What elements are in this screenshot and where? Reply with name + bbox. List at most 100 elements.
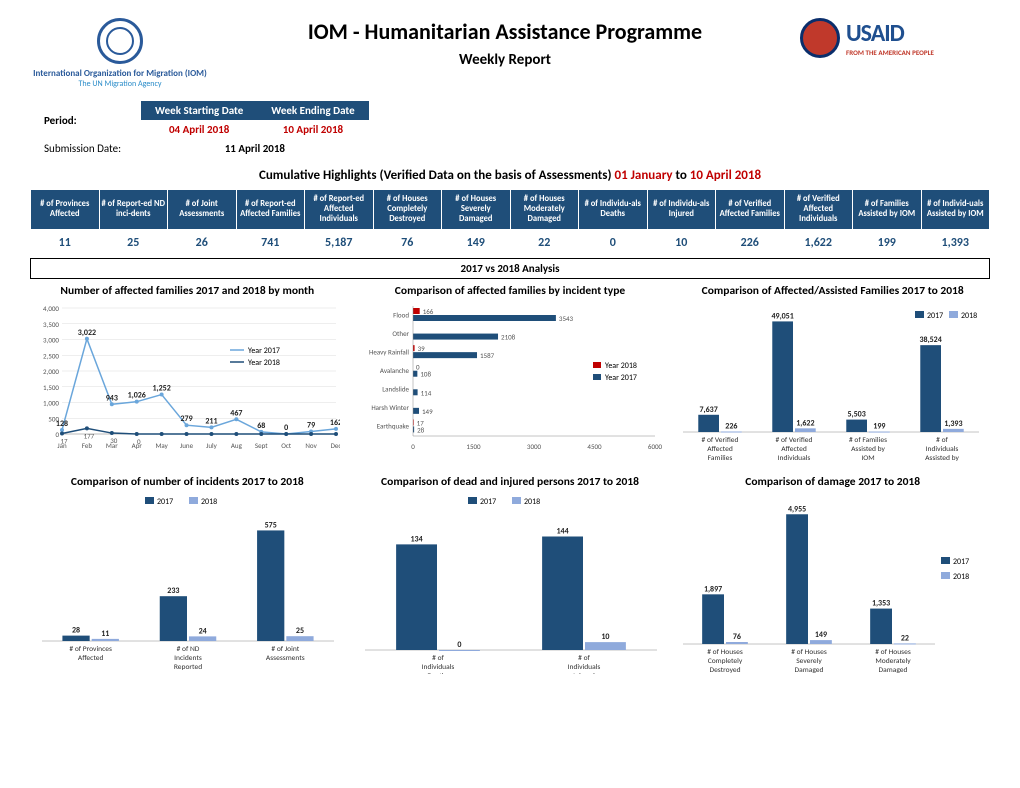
svg-text:1,897: 1,897 [704, 584, 722, 594]
page-title: IOM - Humanitarian Assistance Programme [230, 18, 780, 45]
svg-text:114: 114 [420, 389, 431, 398]
cum-value: 149 [442, 229, 511, 256]
cum-value: 22 [510, 229, 579, 256]
svg-text:1,000: 1,000 [43, 399, 59, 408]
cum-value: 1,393 [921, 229, 990, 256]
svg-text:2,500: 2,500 [43, 352, 59, 361]
svg-text:1,393: 1,393 [945, 419, 963, 429]
week-end-hdr: Week Ending Date [257, 101, 368, 120]
svg-text:24: 24 [199, 627, 207, 637]
svg-text:1,500: 1,500 [43, 383, 59, 392]
svg-text:1,622: 1,622 [797, 419, 815, 429]
svg-text:May: May [155, 441, 168, 450]
svg-text:IOM: IOM [862, 454, 875, 462]
cum-value: 76 [373, 229, 442, 256]
cum-header: # of Verified Affected Individuals [784, 190, 853, 230]
header: International Organization for Migration… [30, 18, 990, 89]
svg-text:4,000: 4,000 [43, 304, 59, 313]
week-end: 10 April 2018 [257, 120, 368, 139]
svg-text:1587: 1587 [480, 352, 495, 361]
svg-text:38,524: 38,524 [920, 336, 942, 346]
svg-text:# of: # of [937, 436, 949, 445]
svg-text:6000: 6000 [648, 442, 663, 451]
svg-text:Individuals: Individuals [567, 663, 600, 672]
cum-header: # of Verified Affected Families [716, 190, 785, 230]
cum-value: 5,187 [305, 229, 374, 256]
week-start: 04 April 2018 [141, 120, 257, 139]
svg-text:# of Houses: # of Houses [792, 648, 828, 657]
svg-text:22: 22 [901, 634, 909, 644]
cum-header: # of Individu-als Deaths [579, 190, 648, 230]
svg-text:134: 134 [410, 535, 422, 545]
cum-header: # of Report-ed ND inci-dents [99, 190, 168, 230]
svg-text:149: 149 [422, 407, 433, 416]
svg-text:Landslide: Landslide [382, 385, 409, 394]
submission-label: Submission Date: [30, 139, 141, 158]
svg-text:Feb: Feb [82, 441, 93, 450]
svg-text:144: 144 [556, 527, 568, 537]
svg-text:Year 2018: Year 2018 [605, 361, 637, 371]
svg-text:Affected: Affected [78, 653, 104, 663]
svg-text:17: 17 [60, 437, 68, 446]
svg-text:Flood: Flood [393, 311, 409, 320]
svg-text:Families: Families [708, 454, 733, 462]
svg-text:30: 30 [110, 436, 118, 445]
svg-text:279: 279 [180, 415, 192, 425]
cumulative-table: # of Provinces Affected# of Report-ed ND… [30, 189, 990, 256]
svg-text:0: 0 [55, 430, 59, 439]
cum-value: 11 [31, 229, 100, 256]
svg-text:Damaged: Damaged [795, 666, 824, 674]
svg-text:4500: 4500 [587, 442, 602, 451]
svg-text:108: 108 [420, 370, 431, 379]
svg-text:79: 79 [307, 421, 315, 431]
svg-text:Year 2018: Year 2018 [248, 358, 280, 368]
svg-text:467: 467 [230, 409, 242, 419]
svg-text:Severely: Severely [797, 657, 823, 666]
cum-header: # of Report-ed Affected Individuals [305, 190, 374, 230]
svg-text:68: 68 [257, 421, 265, 431]
svg-text:Individuals: Individuals [778, 454, 811, 462]
svg-text:Destroyed: Destroyed [710, 666, 741, 674]
svg-text:3,000: 3,000 [43, 336, 59, 345]
svg-text:1,252: 1,252 [152, 384, 170, 394]
svg-text:233: 233 [167, 586, 179, 596]
svg-text:# of Verified: # of Verified [776, 436, 813, 445]
svg-text:Other: Other [392, 329, 409, 338]
svg-text:3000: 3000 [527, 442, 542, 451]
page-subtitle: Weekly Report [230, 51, 780, 69]
svg-text:Heavy Rainfall: Heavy Rainfall [369, 348, 409, 357]
svg-text:10: 10 [601, 632, 609, 642]
cum-value: 199 [853, 229, 922, 256]
svg-text:Year 2017: Year 2017 [605, 373, 637, 383]
svg-text:0: 0 [284, 423, 288, 433]
svg-text:# of ND: # of ND [177, 645, 200, 654]
cum-value: 10 [647, 229, 716, 256]
cum-header: # of Report-ed Affected Families [236, 190, 305, 230]
svg-text:162: 162 [330, 418, 340, 428]
svg-text:Sept: Sept [255, 441, 268, 450]
analysis-header: 2017 vs 2018 Analysis [30, 258, 990, 279]
svg-text:76: 76 [733, 632, 741, 642]
svg-text:149: 149 [815, 630, 827, 640]
svg-text:# of: # of [432, 654, 444, 663]
svg-text:3543: 3543 [559, 314, 574, 323]
svg-text:Reported: Reported [174, 663, 202, 672]
svg-text:# of Houses: # of Houses [708, 648, 744, 657]
cumulative-heading: Cumulative Highlights (Verified Data on … [30, 168, 990, 183]
chart-affected-assisted: Comparison of Affected/Assisted Families… [675, 285, 990, 463]
svg-text:# of Houses: # of Houses [876, 648, 912, 657]
svg-text:# of Verified: # of Verified [702, 436, 739, 445]
svg-text:June: June [180, 441, 194, 450]
svg-text:211: 211 [205, 417, 217, 427]
cum-value: 0 [579, 229, 648, 256]
svg-text:0: 0 [457, 640, 461, 650]
svg-text:943: 943 [106, 394, 118, 404]
svg-text:2018: 2018 [524, 497, 540, 507]
chart-incidents: Comparison of number of incidents 2017 t… [30, 476, 345, 674]
svg-text:Affected: Affected [782, 444, 808, 454]
cum-header: # of Provinces Affected [31, 190, 100, 230]
svg-text:# of Joint: # of Joint [271, 645, 299, 654]
svg-text:2018: 2018 [961, 311, 977, 321]
svg-text:3,500: 3,500 [43, 320, 59, 329]
iom-tag: The UN Migration Agency [30, 79, 210, 89]
